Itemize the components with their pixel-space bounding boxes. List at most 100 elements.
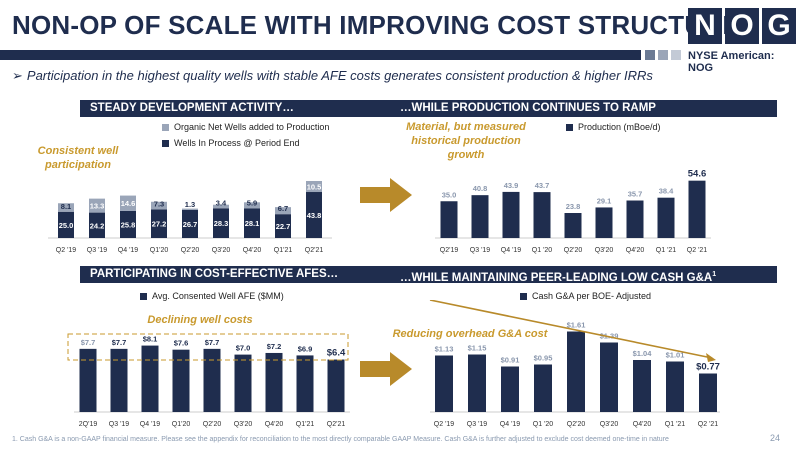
x-tick-label: Q2'20 xyxy=(564,247,583,254)
bar xyxy=(699,373,717,412)
data-label: $1.15 xyxy=(468,344,487,353)
x-tick-label: Q2 '21 xyxy=(687,247,708,254)
footnote: 1. Cash G&A is a non-GAAP financial meas… xyxy=(12,436,669,443)
legend-item: Cash G&A per BOE- Adjusted xyxy=(520,291,651,301)
transition-arrow-icon xyxy=(360,178,412,212)
x-tick-label: Q1'21 xyxy=(296,421,315,428)
x-tick-label: Q4 '19 xyxy=(140,421,161,428)
bar xyxy=(440,201,458,238)
data-label: 1.3 xyxy=(185,200,195,209)
bar xyxy=(534,364,552,412)
x-tick-label: 2Q'19 xyxy=(79,421,98,428)
data-label: 25.8 xyxy=(121,220,136,229)
trend-arrow-line xyxy=(429,300,713,359)
x-tick-label: Q3 '19 xyxy=(467,421,488,428)
x-tick-label: Q1 '20 xyxy=(532,247,553,254)
data-label: $0.77 xyxy=(696,362,720,373)
data-label: $1.13 xyxy=(435,345,454,354)
bar xyxy=(633,360,651,412)
legend-swatch xyxy=(140,292,147,300)
bar xyxy=(502,191,520,238)
data-label: $0.91 xyxy=(501,356,520,365)
x-tick-label: Q3'20 xyxy=(212,247,231,254)
legend-item: Organic Net Wells added to Production xyxy=(162,122,329,132)
bar-wells-in-process xyxy=(275,214,291,238)
bar xyxy=(501,366,519,412)
legend-swatch xyxy=(566,123,573,131)
bar-wells-added xyxy=(120,195,136,211)
data-label: 35.7 xyxy=(628,190,643,199)
data-label: $1.04 xyxy=(633,349,653,358)
production-chart: 35.0 40.8 43.9 43.7 23.8 29.1 35.7 38.4 54.6 Q2'1… xyxy=(435,169,711,254)
x-tick-label: Q2 '19 xyxy=(434,421,455,428)
x-tick-label: Q4 '19 xyxy=(118,247,139,254)
data-label: 3.4 xyxy=(216,198,227,207)
bar-wells-in-process xyxy=(151,209,167,238)
bar-wells-in-process xyxy=(58,211,74,238)
x-tick-label: Q4'20 xyxy=(243,247,262,254)
trend-arrow-head-icon xyxy=(706,353,716,362)
bar xyxy=(110,348,128,412)
bar-wells-added xyxy=(151,201,167,210)
subtitle-text: Participation in the highest quality wel… xyxy=(26,68,653,83)
bar xyxy=(296,355,314,412)
legend-label: Avg. Consented Well AFE ($MM) xyxy=(152,291,284,301)
page-title: NON-OP OF SCALE WITH IMPROVING COST STRU… xyxy=(12,10,740,40)
bar xyxy=(567,331,585,412)
x-tick-label: Q1'20 xyxy=(150,247,169,254)
section-title-bottom-right: …WHILE MAINTAINING PEER-LEADING LOW CASH… xyxy=(400,266,716,287)
nog-logo: N O G xyxy=(688,8,796,44)
legend-item: Avg. Consented Well AFE ($MM) xyxy=(140,291,284,301)
note-production: Material, but measured historical produc… xyxy=(406,121,526,161)
bar xyxy=(626,200,644,238)
x-tick-label: Q3 '19 xyxy=(470,247,491,254)
x-tick-label: Q1 '20 xyxy=(533,421,554,428)
x-tick-label: Q2 '21 xyxy=(698,421,719,428)
x-tick-label: Q3 '19 xyxy=(87,247,108,254)
legend-item: Wells In Process @ Period End xyxy=(162,138,300,148)
x-tick-label: Q4'20 xyxy=(265,421,284,428)
bullet-arrow-icon: ➢ xyxy=(12,68,23,83)
data-label: 43.8 xyxy=(307,211,322,220)
bar xyxy=(595,207,613,238)
header-square xyxy=(671,50,681,60)
x-tick-label: Q2 '19 xyxy=(56,247,77,254)
x-tick-label: Q3'20 xyxy=(234,421,253,428)
data-label: $0.95 xyxy=(534,354,553,363)
x-tick-label: Q3'20 xyxy=(595,247,614,254)
bar xyxy=(468,354,486,412)
bar-wells-added xyxy=(182,208,198,210)
x-tick-label: Q4'20 xyxy=(626,247,645,254)
data-label: 6.7 xyxy=(278,204,288,213)
x-tick-label: Q2'21 xyxy=(305,247,324,254)
legend-swatch xyxy=(162,123,169,131)
note-wells: Consistent well participation xyxy=(37,145,119,171)
x-tick-label: Q2'20 xyxy=(567,421,586,428)
legend-label: Wells In Process @ Period End xyxy=(174,138,300,148)
ga-chart: $1.13$1.15$0.91$0.95$1.61$1.39$1.04$1.01… xyxy=(429,300,720,428)
data-label: 43.9 xyxy=(504,181,519,190)
bar xyxy=(688,180,706,238)
data-label: 40.8 xyxy=(473,184,488,193)
data-label: 7.3 xyxy=(154,199,164,208)
logo-letter: N xyxy=(688,8,722,44)
data-label: 29.1 xyxy=(597,196,612,205)
header-bar xyxy=(0,50,641,60)
bar xyxy=(79,348,97,412)
x-tick-label: Q4 '19 xyxy=(501,247,522,254)
data-label: $8.1 xyxy=(143,335,158,344)
bar-wells-in-process xyxy=(120,210,136,238)
page-number: 24 xyxy=(770,433,781,443)
x-tick-label: Q2'19 xyxy=(440,247,459,254)
x-tick-label: Q4 '19 xyxy=(500,421,521,428)
section-title-bottom-left: PARTICIPATING IN COST-EFFECTIVE AFES… xyxy=(90,268,339,280)
data-label: 23.8 xyxy=(566,202,581,211)
data-label: $7.7 xyxy=(112,338,127,347)
bar xyxy=(471,195,489,238)
data-label: 10.5 xyxy=(307,182,322,191)
bar-wells-added xyxy=(89,198,105,213)
data-label: $6.9 xyxy=(298,344,313,353)
x-tick-label: Q3'20 xyxy=(600,421,619,428)
bar-wells-added xyxy=(275,207,291,215)
x-tick-label: Q4'20 xyxy=(633,421,652,428)
